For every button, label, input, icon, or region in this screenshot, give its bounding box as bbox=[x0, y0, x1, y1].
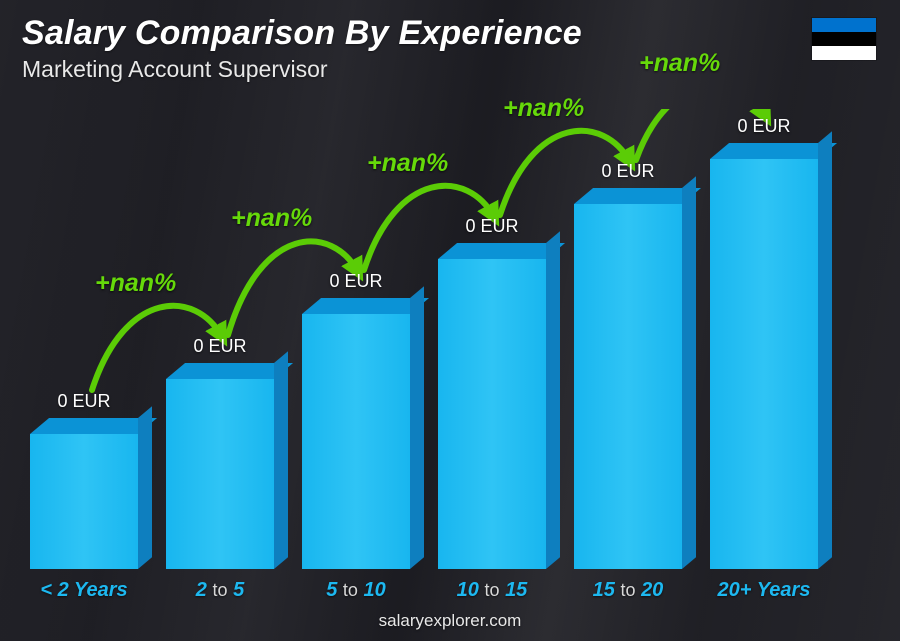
chart-title: Salary Comparison By Experience bbox=[22, 14, 582, 53]
bar: 0 EUR< 2 Years bbox=[30, 434, 138, 569]
bar-value: 0 EUR bbox=[574, 161, 682, 182]
footer-credit: salaryexplorer.com bbox=[0, 611, 900, 631]
bar-x-label: < 2 Years bbox=[14, 579, 154, 602]
bar: 0 EUR20+ Years bbox=[710, 159, 818, 569]
chart-stage: Salary Comparison By Experience Marketin… bbox=[0, 0, 900, 641]
bar-body bbox=[30, 434, 138, 569]
bar-value: 0 EUR bbox=[438, 216, 546, 237]
bar-x-label: 10 to 15 bbox=[422, 579, 562, 602]
growth-delta: +nan% bbox=[503, 94, 584, 123]
bar-x-label: 5 to 10 bbox=[286, 579, 426, 602]
flag-stripe-3 bbox=[812, 46, 876, 60]
bar-value: 0 EUR bbox=[30, 391, 138, 412]
bar-body bbox=[710, 159, 818, 569]
bar-chart: 0 EUR< 2 Years 0 EUR2 to 5 0 EUR5 to 10 0 E… bbox=[30, 109, 840, 569]
flag-icon bbox=[812, 18, 876, 60]
bar-x-label: 15 to 20 bbox=[558, 579, 698, 602]
bar-body bbox=[166, 379, 274, 569]
bar-body bbox=[302, 314, 410, 569]
growth-delta: +nan% bbox=[639, 49, 720, 78]
bar-value: 0 EUR bbox=[302, 271, 410, 292]
bar-value: 0 EUR bbox=[710, 116, 818, 137]
flag-stripe-1 bbox=[812, 18, 876, 32]
bar-body bbox=[438, 259, 546, 569]
bar-body bbox=[574, 204, 682, 569]
growth-delta: +nan% bbox=[231, 204, 312, 233]
growth-delta: +nan% bbox=[367, 149, 448, 178]
bar: 0 EUR2 to 5 bbox=[166, 379, 274, 569]
bar-x-label: 2 to 5 bbox=[150, 579, 290, 602]
growth-delta: +nan% bbox=[95, 269, 176, 298]
bar-x-label: 20+ Years bbox=[694, 579, 834, 602]
flag-stripe-2 bbox=[812, 32, 876, 46]
bar-value: 0 EUR bbox=[166, 336, 274, 357]
bar: 0 EUR10 to 15 bbox=[438, 259, 546, 569]
bar: 0 EUR15 to 20 bbox=[574, 204, 682, 569]
bar: 0 EUR5 to 10 bbox=[302, 314, 410, 569]
chart-subtitle: Marketing Account Supervisor bbox=[22, 56, 328, 83]
